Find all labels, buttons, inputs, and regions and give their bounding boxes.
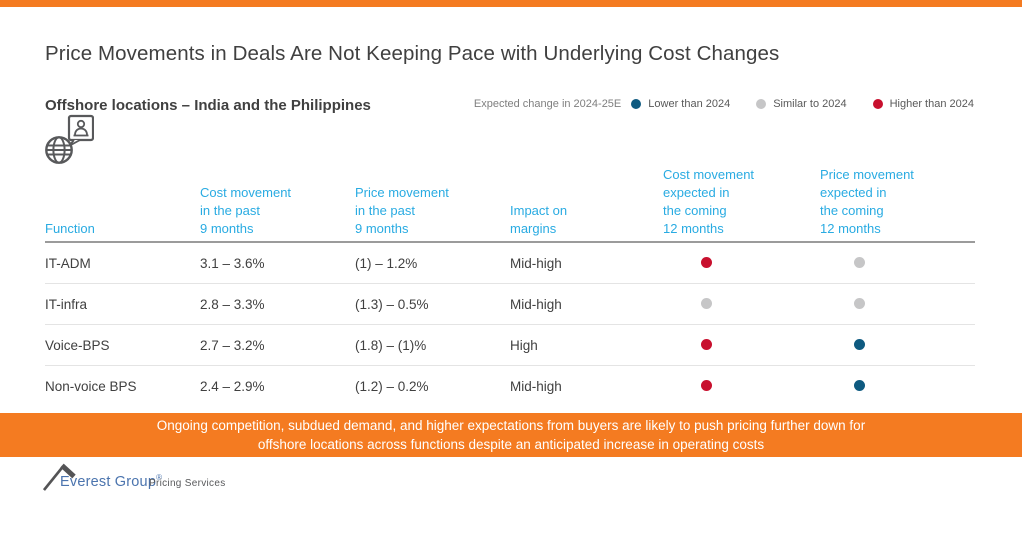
impact-cell: Mid-high (510, 378, 562, 394)
price-past-cell: (1.2) – 0.2% (355, 378, 429, 394)
impact-cell: High (510, 337, 538, 353)
legend-item-similar: Similar to 2024 (756, 98, 847, 110)
red-dot-icon (872, 99, 883, 109)
cost-past-cell: 2.7 – 3.2% (200, 337, 265, 353)
registered-mark: ® (156, 473, 163, 482)
price-coming-cell (820, 338, 975, 353)
status-dot-icon (701, 379, 712, 391)
status-dot-icon (701, 297, 712, 309)
everest-group-logo: Everest Group® Pricing Services (43, 462, 303, 498)
price-coming-cell (820, 256, 975, 271)
takeaway-line-2: offshore locations across functions desp… (257, 437, 765, 452)
section-subtitle: Offshore locations – India and the Phili… (45, 97, 371, 114)
legend: Expected change in 2024-25E Lower than 2… (474, 98, 974, 110)
status-dot-icon (854, 297, 865, 309)
status-dot-icon (701, 338, 712, 350)
cost-past-cell: 3.1 – 3.6% (200, 255, 265, 271)
top-accent-bar (0, 0, 1022, 7)
table-header-divider (45, 241, 975, 243)
status-dot-icon (854, 256, 865, 268)
brand-name: Everest Group® (60, 473, 163, 490)
column-header-impact: Impact on margins (510, 203, 568, 236)
gray-dot-icon (756, 99, 767, 109)
column-header-price-past: Price movement in the past 9 months (355, 185, 449, 236)
table-row-non-voice-bps: Non-voice BPS 2.4 – 2.9% (1.2) – 0.2% Mi… (45, 366, 975, 406)
cost-coming-cell (663, 297, 820, 312)
table-body: IT-ADM 3.1 – 3.6% (1) – 1.2% Mid-high IT… (45, 243, 975, 406)
column-header-price-coming: Price movement expected in the coming 12… (820, 167, 914, 236)
impact-cell: Mid-high (510, 255, 562, 271)
cost-coming-cell (663, 379, 820, 394)
status-dot-icon (854, 338, 865, 350)
legend-item-higher: Higher than 2024 (872, 98, 974, 110)
cost-past-cell: 2.8 – 3.3% (200, 296, 265, 312)
legend-item-label: Higher than 2024 (889, 98, 974, 110)
cost-coming-cell (663, 256, 820, 271)
legend-title: Expected change in 2024-25E (473, 98, 622, 110)
function-cell: IT-infra (45, 296, 88, 312)
globe-chat-person-icon (44, 111, 95, 170)
price-coming-cell (820, 379, 975, 394)
mountain-peak-icon (43, 463, 76, 491)
table-row-it-adm: IT-ADM 3.1 – 3.6% (1) – 1.2% Mid-high (45, 243, 975, 284)
column-header-function: Function (45, 221, 95, 236)
function-cell: Non-voice BPS (45, 378, 137, 394)
column-header-cost-past: Cost movement in the past 9 months (200, 185, 292, 236)
price-past-cell: (1.8) – (1)% (355, 337, 427, 353)
column-header-cost-coming: Cost movement expected in the coming 12 … (663, 167, 755, 236)
table-row-voice-bps: Voice-BPS 2.7 – 3.2% (1.8) – (1)% High (45, 325, 975, 366)
function-cell: IT-ADM (45, 255, 91, 271)
price-past-cell: (1) – 1.2% (355, 255, 418, 271)
takeaway-line-1: Ongoing competition, subdued demand, and… (156, 418, 866, 433)
price-coming-cell (820, 297, 975, 312)
price-past-cell: (1.3) – 0.5% (355, 296, 429, 312)
brand-tagline: Pricing Services (149, 478, 226, 489)
cost-coming-cell (663, 338, 820, 353)
legend-item-label: Lower than 2024 (648, 98, 731, 110)
page-title: Price Movements in Deals Are Not Keeping… (45, 42, 780, 65)
cost-past-cell: 2.4 – 2.9% (200, 378, 265, 394)
takeaway-banner: Ongoing competition, subdued demand, and… (0, 413, 1022, 457)
legend-item-label: Similar to 2024 (773, 98, 847, 110)
table-row-it-infra: IT-infra 2.8 – 3.3% (1.3) – 0.5% Mid-hig… (45, 284, 975, 325)
status-dot-icon (701, 256, 712, 268)
blue-dot-icon (631, 99, 642, 109)
status-dot-icon (854, 379, 865, 391)
legend-item-lower: Lower than 2024 (631, 98, 730, 110)
function-cell: Voice-BPS (45, 337, 110, 353)
impact-cell: Mid-high (510, 296, 562, 312)
